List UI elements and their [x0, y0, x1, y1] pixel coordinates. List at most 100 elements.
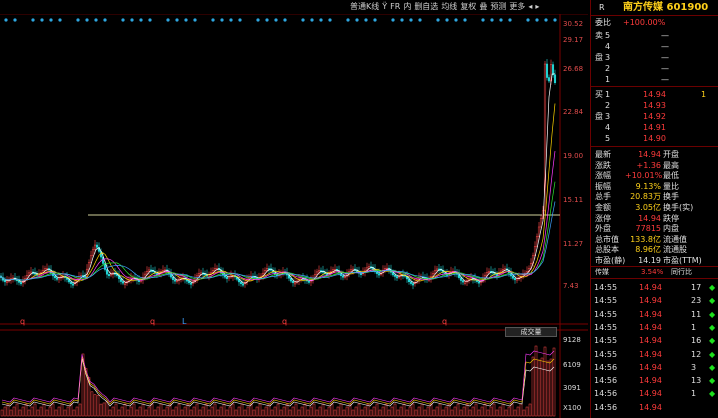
- event-dot: [94, 18, 98, 22]
- stat-value: 3.05亿: [635, 203, 661, 212]
- bid-row: 盘 3 14.92: [591, 111, 718, 122]
- volume-bar: [234, 409, 238, 417]
- tick-time: 14:55: [594, 309, 618, 319]
- volume-bar: [138, 406, 142, 417]
- volume-bar: [456, 403, 460, 417]
- volume-bar: [12, 406, 16, 417]
- stat-row: 涨停 14.94 跌停: [591, 213, 718, 224]
- toolbar-item[interactable]: ▸: [535, 1, 540, 11]
- volume-bar: [156, 406, 160, 417]
- toolbar-item[interactable]: 删自选: [414, 1, 439, 11]
- volume-bar: [195, 403, 199, 417]
- event-dot: [400, 18, 404, 22]
- tick-direction-icon: ◆: [709, 283, 716, 292]
- candle-body: [477, 281, 481, 284]
- volume-bar: [342, 409, 346, 417]
- stat-label: 最新: [595, 150, 611, 159]
- volume-bar: [135, 409, 139, 417]
- toolbar-item[interactable]: 复权: [460, 1, 477, 11]
- volume-bar: [243, 409, 247, 417]
- volume-bar: [318, 406, 322, 417]
- candle-body: [315, 271, 319, 275]
- moving-averages: [0, 73, 556, 284]
- volume-bar: [63, 409, 67, 417]
- tick-volume: 13: [691, 376, 702, 386]
- candle-body: [501, 268, 505, 272]
- toolbar-item[interactable]: 内: [403, 1, 412, 11]
- event-dot: [121, 18, 125, 22]
- toolbar-item[interactable]: 叠: [479, 1, 488, 11]
- volume-bar: [372, 406, 376, 417]
- volume-bar: [324, 409, 328, 417]
- stat-label: 外盘: [595, 224, 611, 234]
- volume-bar: [129, 406, 133, 417]
- volume-bar: [399, 406, 403, 417]
- volume-bar: [147, 406, 151, 417]
- volume-bar: [540, 357, 544, 417]
- candle-body: [349, 269, 353, 272]
- volume-bar: [201, 406, 205, 417]
- bid-level: 3: [605, 112, 611, 121]
- volume-bar: [426, 406, 430, 417]
- volume-bar: [150, 403, 154, 417]
- candle-body: [409, 281, 413, 284]
- volume-bar: [261, 409, 265, 417]
- ask-volume: —: [661, 31, 669, 40]
- candle-body: [495, 273, 499, 276]
- tick-volume: 16: [691, 336, 702, 346]
- toolbar-item[interactable]: 普通K线: [350, 1, 380, 11]
- tick-time: 14:56: [594, 389, 618, 399]
- candle-body: [535, 236, 539, 247]
- volume-bar: [423, 409, 427, 417]
- volume-bar: [453, 406, 457, 417]
- tick-direction-icon: ◆: [709, 362, 716, 372]
- candle-body: [291, 280, 295, 283]
- volume-ma-line: [1, 356, 555, 405]
- candle-body: [89, 255, 93, 263]
- tick-price: 14.94: [639, 296, 662, 306]
- volume-bar: [351, 409, 355, 417]
- candle-body: [411, 283, 415, 286]
- volume-bar: [285, 403, 289, 417]
- volume-bar: [123, 403, 127, 417]
- volume-bar: [441, 409, 445, 417]
- event-dot: [76, 18, 80, 22]
- volume-ma-line: [1, 350, 555, 403]
- candle-body: [539, 218, 543, 228]
- volume-indicator-select[interactable]: 成交量: [505, 327, 557, 337]
- volume-bar: [552, 347, 556, 417]
- candle-body: [545, 63, 549, 78]
- tick-direction-icon: ◆: [709, 376, 716, 386]
- stat-label-2: 跌停: [663, 213, 679, 223]
- toolbar-item[interactable]: 均线: [441, 1, 458, 11]
- event-dot: [193, 18, 197, 22]
- bid-volume: 1: [701, 90, 707, 99]
- candle-body: [487, 271, 491, 274]
- ask-volume: —: [661, 42, 669, 51]
- volume-bar: [465, 403, 469, 417]
- candle-body: [93, 244, 97, 250]
- volume-bar: [111, 406, 115, 417]
- volume-bar: [360, 409, 364, 417]
- volume-bar: [276, 403, 280, 417]
- volume-bar: [339, 403, 343, 417]
- volume-bar: [507, 406, 511, 417]
- toolbar-item[interactable]: Ÿ: [382, 1, 388, 11]
- toolbar-item[interactable]: 更多: [509, 1, 526, 11]
- quote-panel: R 南方传媒 601900 委比 +100.00% 卖 5—4— 盘 3—2—1— 买…: [590, 0, 718, 418]
- volume-bar: [327, 406, 331, 417]
- event-dot: [238, 18, 242, 22]
- event-dot: [283, 18, 287, 22]
- volume-tick: 9128: [563, 336, 581, 344]
- ask-volume: —: [661, 75, 669, 84]
- kline-chart[interactable]: q q L q q: [0, 14, 588, 418]
- volume-bar: [57, 406, 61, 417]
- toolbar-item[interactable]: 预测: [490, 1, 507, 11]
- event-dot: [436, 18, 440, 22]
- toolbar-item[interactable]: ◂: [528, 1, 533, 11]
- volume-bar: [246, 406, 250, 417]
- price-tick: 19.00: [563, 152, 584, 160]
- tick-time: 14:56: [594, 402, 618, 412]
- toolbar-item[interactable]: FR: [390, 1, 401, 11]
